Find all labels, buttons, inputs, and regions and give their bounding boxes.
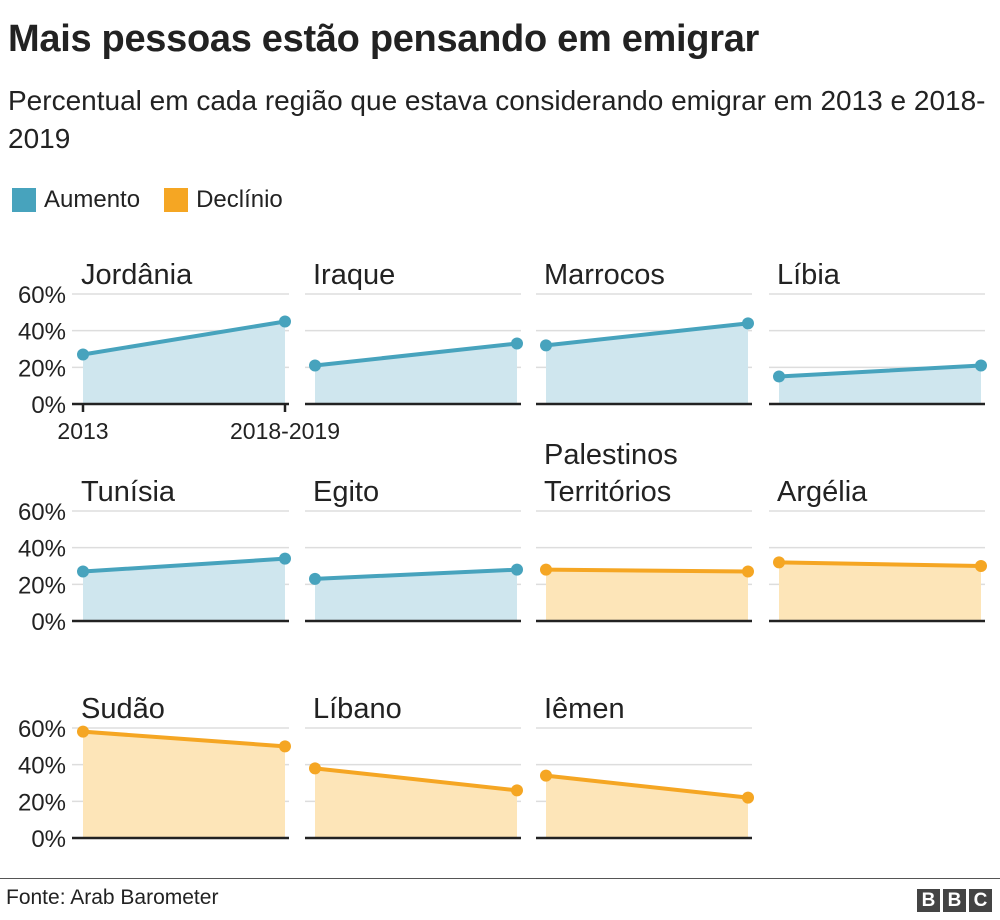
area-fill <box>315 343 517 404</box>
panel-title: Palestinos <box>544 439 678 471</box>
panel-title: Territórios <box>544 476 671 508</box>
data-point-2013 <box>77 348 89 361</box>
legend-swatch-decline <box>164 188 189 212</box>
data-point-2018-2019 <box>511 784 523 797</box>
bbc-logo-letter: B <box>917 889 940 912</box>
series-line <box>777 560 983 568</box>
footer-divider <box>0 878 1000 879</box>
legend-swatch-increase <box>12 188 36 212</box>
y-tick-label: 60% <box>18 499 66 526</box>
area-fill <box>83 321 285 404</box>
series-line <box>777 363 983 379</box>
data-point-2018-2019 <box>975 560 987 572</box>
y-tick-label: 40% <box>18 319 66 346</box>
data-point-2018-2019 <box>279 552 291 565</box>
y-tick-label: 60% <box>18 282 66 309</box>
area-fill <box>83 558 285 621</box>
series-line <box>81 556 287 574</box>
data-point-2018-2019 <box>742 791 754 804</box>
data-point-2013 <box>309 572 321 585</box>
series-line <box>313 766 519 793</box>
area-fill <box>546 775 748 838</box>
area-fill <box>546 569 748 621</box>
panel-title: Jordânia <box>81 259 193 291</box>
y-tick-label: 0% <box>31 826 66 853</box>
data-point-2013 <box>309 762 321 775</box>
data-point-2013 <box>77 725 89 738</box>
area-fill <box>315 569 517 621</box>
y-tick-label: 20% <box>18 572 66 599</box>
chart-title: Mais pessoas estão pensando em emigrar <box>8 18 760 60</box>
panel-title: Marrocos <box>544 259 665 291</box>
y-tick-label: 0% <box>31 609 66 636</box>
y-tick-label: 0% <box>31 392 66 419</box>
data-point-2013 <box>773 370 785 383</box>
chart-subtitle: Percentual em cada região que estava con… <box>8 85 986 154</box>
legend: Aumento Declínio <box>12 186 307 214</box>
legend-label-increase: Aumento <box>44 186 141 213</box>
panel-title: Iraque <box>313 259 395 291</box>
data-point-2018-2019 <box>511 337 523 350</box>
bbc-logo-letter: C <box>969 889 992 912</box>
y-tick-label: 60% <box>18 716 66 743</box>
panel-title: Tunísia <box>81 476 176 508</box>
data-point-2013 <box>540 769 552 782</box>
panel-title: Líbia <box>777 259 841 291</box>
series-line <box>544 321 750 348</box>
series-line <box>313 341 519 368</box>
data-point-2013 <box>773 556 785 569</box>
area-fill <box>546 323 748 404</box>
data-point-2018-2019 <box>742 565 754 578</box>
data-point-2013 <box>540 563 552 576</box>
panel-title: Sudão <box>81 693 165 725</box>
data-point-2018-2019 <box>279 740 291 753</box>
data-point-2018-2019 <box>975 359 987 372</box>
x-tick-label: 2013 <box>57 418 108 444</box>
series-line <box>313 567 519 581</box>
series-line <box>81 319 287 357</box>
series-line <box>544 773 750 800</box>
y-tick-label: 40% <box>18 536 66 563</box>
panel-title: Iêmen <box>544 693 625 725</box>
data-point-2018-2019 <box>511 563 523 576</box>
data-point-2018-2019 <box>742 317 754 330</box>
y-tick-label: 40% <box>18 753 66 780</box>
legend-label-decline: Declínio <box>196 186 283 213</box>
panel-title: Argélia <box>777 476 868 508</box>
x-tick-label: 2018-2019 <box>230 418 340 444</box>
data-point-2018-2019 <box>279 315 291 328</box>
source-note: Fonte: Arab Barometer <box>6 886 219 909</box>
panel-title: Egito <box>313 476 379 508</box>
data-point-2013 <box>77 565 89 578</box>
small-multiples-chart: Jordânia 0% 20% 40% 60% 2013 2018-2019 Iraque Ma… <box>18 259 987 853</box>
series-line <box>81 729 287 749</box>
series-line <box>544 567 750 574</box>
area-fill <box>83 731 285 838</box>
bbc-logo-letter: B <box>943 889 966 912</box>
panel-title: Líbano <box>313 693 402 725</box>
area-fill <box>779 562 981 621</box>
bbc-logo: B B C <box>914 889 992 912</box>
data-point-2013 <box>540 339 552 352</box>
y-tick-label: 20% <box>18 355 66 382</box>
data-point-2013 <box>309 359 321 372</box>
legend-item-decline: Declínio <box>164 186 283 214</box>
y-tick-label: 20% <box>18 789 66 816</box>
legend-item-increase: Aumento <box>12 186 140 214</box>
